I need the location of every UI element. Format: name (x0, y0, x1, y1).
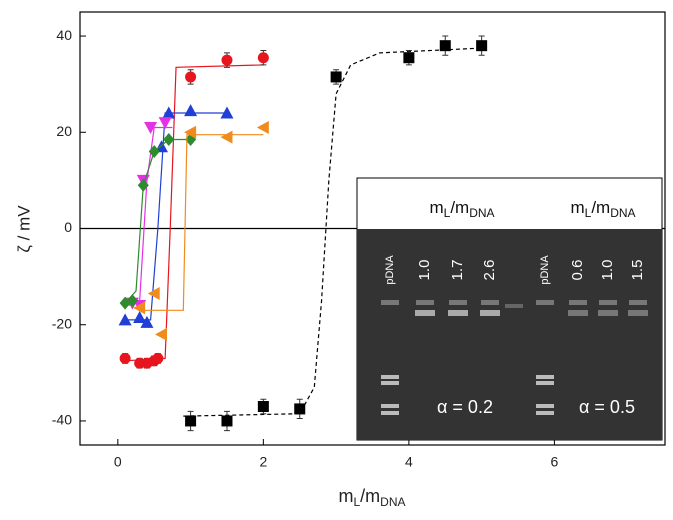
marker (147, 286, 160, 300)
fit-line (128, 126, 173, 307)
marker (476, 40, 488, 52)
lane-label: pDNA (539, 255, 551, 285)
ladder-band (536, 404, 554, 408)
marker (144, 121, 158, 134)
marker (119, 352, 131, 364)
marker (184, 104, 198, 117)
header-part: L (444, 206, 451, 220)
x-tick-label: 4 (405, 454, 413, 470)
marker (185, 71, 197, 83)
marker (256, 120, 269, 134)
alpha-label: α = 0.5 (579, 397, 635, 417)
marker (221, 415, 233, 427)
alpha-label: α = 0.2 (437, 397, 493, 417)
well (569, 300, 587, 305)
marker (154, 327, 167, 341)
marker (403, 52, 415, 64)
marker (148, 145, 160, 159)
well (416, 300, 434, 305)
marker (126, 294, 138, 308)
marker (163, 132, 175, 146)
x-tick-label: 2 (259, 454, 267, 470)
marker (439, 40, 451, 52)
y-tick-label: 40 (56, 27, 72, 43)
marker (133, 301, 146, 315)
header-part: DNA (610, 206, 635, 220)
header-part: /m (591, 198, 610, 217)
band (480, 310, 500, 316)
fit-line (143, 134, 264, 311)
y-tick-label: -40 (52, 412, 72, 428)
band (568, 310, 588, 316)
lane-label: 1.5 (629, 260, 646, 281)
ladder-band (381, 375, 399, 379)
lane-label: 1.7 (449, 260, 466, 281)
lane-label: 1.0 (416, 260, 433, 281)
header-part: m (429, 198, 443, 217)
y-tick-label: -20 (52, 315, 72, 331)
band (415, 310, 435, 316)
x-tick-label: 0 (114, 454, 122, 470)
lane-label: 0.6 (569, 260, 586, 281)
marker (257, 401, 269, 413)
x-axis-label: mL/mDNA (338, 486, 405, 509)
marker (152, 352, 164, 364)
ladder-band (536, 375, 554, 379)
marker (221, 54, 233, 66)
header-part: m (570, 198, 584, 217)
well (599, 300, 617, 305)
ladder-band (536, 381, 554, 385)
band (505, 304, 523, 308)
x-tick-label: 6 (551, 454, 559, 470)
header-part: /m (450, 198, 469, 217)
marker (133, 311, 147, 324)
ladder-band (381, 381, 399, 385)
marker (220, 130, 233, 144)
well (381, 300, 399, 305)
y-tick-label: 20 (56, 123, 72, 139)
marker (118, 313, 132, 326)
header-part: L (585, 206, 592, 220)
ladder-band (536, 411, 554, 415)
band (448, 310, 468, 316)
inset-header: mL/mDNA (570, 198, 635, 220)
fit-line (125, 64, 264, 362)
inset-header: mL/mDNA (429, 198, 494, 220)
marker (330, 71, 342, 83)
lane-label: 1.0 (599, 260, 616, 281)
marker (185, 415, 197, 427)
ladder-band (381, 404, 399, 408)
y-tick-label: 0 (64, 219, 72, 235)
marker (257, 52, 269, 64)
y-axis-label: ζ / mV (14, 205, 33, 253)
marker (294, 403, 306, 415)
marker (184, 125, 197, 139)
well (449, 300, 467, 305)
marker (158, 117, 172, 130)
lane-label: 2.6 (481, 260, 498, 281)
ladder-band (381, 411, 399, 415)
band (628, 310, 648, 316)
marker (137, 178, 149, 192)
lane-label: pDNA (384, 255, 396, 285)
header-part: DNA (469, 206, 494, 220)
band (598, 310, 618, 316)
well (536, 300, 554, 305)
marker (220, 106, 234, 119)
well (481, 300, 499, 305)
well (629, 300, 647, 305)
marker (162, 106, 176, 119)
marker (140, 315, 154, 328)
gel-image (357, 229, 662, 440)
